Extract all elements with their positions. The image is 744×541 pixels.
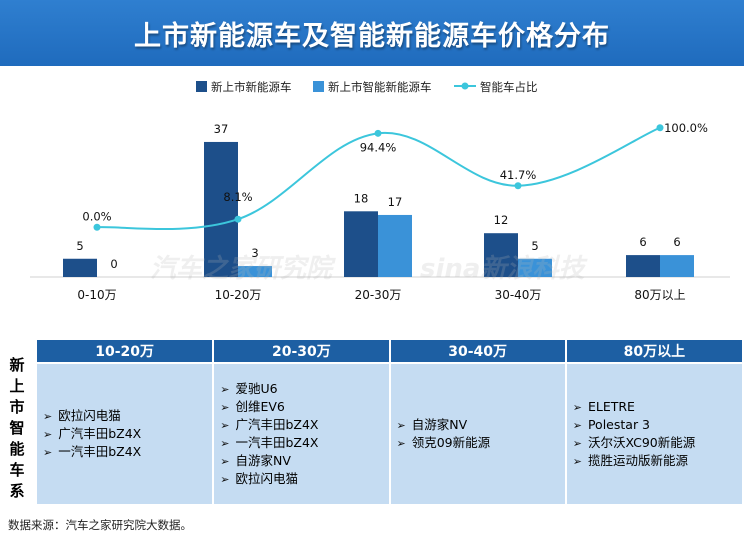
- table-cell: 欧拉闪电猫 广汽丰田bZ4X 一汽丰田bZ4X: [37, 362, 215, 504]
- x-tick-label: 30-40万: [495, 288, 542, 302]
- share-label: 94.4%: [360, 140, 397, 154]
- table-header: 80万以上: [565, 340, 742, 363]
- side-label: 新 上 市 智 能 车 系: [4, 352, 30, 504]
- bar: [378, 214, 412, 277]
- table-cell: 自游家NV 领克09新能源: [389, 362, 567, 504]
- bar-value-label: 0: [110, 257, 117, 271]
- side-char: 系: [9, 481, 25, 500]
- title-banner: 上市新能源车及智能新能源车价格分布: [0, 0, 744, 66]
- table-header: 30-40万: [389, 340, 567, 363]
- x-tick-label: 10-20万: [215, 288, 262, 302]
- model-item: 沃尔沃XC90新能源: [573, 434, 742, 452]
- model-item: 爱驰U6: [220, 380, 388, 398]
- bar-value-label: 3: [251, 246, 258, 260]
- legend-swatch: [313, 81, 324, 92]
- legend-label: 智能车占比: [480, 80, 538, 94]
- model-item: ELETRE: [573, 398, 742, 416]
- share-point: [656, 124, 664, 132]
- legend-marker: [461, 82, 469, 90]
- table-cell: ELETRE Polestar 3 沃尔沃XC90新能源 揽胜运动版新能源: [565, 362, 742, 504]
- data-source-note: 数据来源：汽车之家研究院大数据。: [8, 518, 192, 532]
- model-item: 自游家NV: [397, 416, 565, 434]
- model-item: 创维EV6: [220, 398, 388, 416]
- page-title: 上市新能源车及智能新能源车价格分布: [134, 20, 610, 52]
- bar: [518, 258, 552, 277]
- legend-swatch: [196, 81, 207, 92]
- x-tick-label: 80万以上: [634, 288, 685, 302]
- legend-label: 新上市智能新能源车: [328, 80, 432, 94]
- table-header: 10-20万: [37, 340, 215, 363]
- table-cell: 爱驰U6 创维EV6 广汽丰田bZ4X 一汽丰田bZ4X 自游家NV 欧拉闪电猫: [213, 362, 391, 504]
- side-char: 新: [9, 355, 25, 374]
- model-item: 广汽丰田bZ4X: [220, 416, 388, 434]
- side-char: 车: [9, 460, 25, 479]
- side-char: 市: [9, 397, 25, 416]
- table-header: 20-30万: [213, 340, 391, 363]
- bar-value-label: 37: [214, 122, 229, 136]
- x-tick-label: 20-30万: [355, 288, 402, 302]
- bar: [204, 141, 238, 277]
- model-item: 一汽丰田bZ4X: [220, 434, 388, 452]
- bar: [484, 233, 518, 277]
- bar-value-label: 12: [494, 213, 509, 227]
- bar: [344, 211, 378, 277]
- model-item: 自游家NV: [220, 452, 388, 470]
- share-point: [234, 215, 242, 223]
- x-tick-label: 0-10万: [77, 288, 116, 302]
- model-item: 一汽丰田bZ4X: [43, 443, 212, 461]
- share-point: [374, 129, 382, 137]
- model-item: 揽胜运动版新能源: [573, 452, 742, 470]
- model-item: 欧拉闪电猫: [43, 407, 212, 425]
- side-char: 上: [9, 376, 25, 395]
- model-list: ELETRE Polestar 3 沃尔沃XC90新能源 揽胜运动版新能源: [573, 398, 742, 470]
- bar: [660, 255, 694, 277]
- model-table: 10-20万 20-30万 30-40万 80万以上 欧拉闪电猫 广汽丰田bZ4…: [37, 340, 742, 504]
- bar: [626, 255, 660, 277]
- model-list: 爱驰U6 创维EV6 广汽丰田bZ4X 一汽丰田bZ4X 自游家NV 欧拉闪电猫: [220, 380, 388, 488]
- model-item: 欧拉闪电猫: [220, 470, 388, 488]
- model-list: 自游家NV 领克09新能源: [397, 416, 565, 452]
- bar-value-label: 6: [639, 235, 646, 249]
- bar: [238, 266, 272, 277]
- legend-label: 新上市新能源车: [211, 80, 292, 94]
- model-list: 欧拉闪电猫 广汽丰田bZ4X 一汽丰田bZ4X: [43, 407, 212, 461]
- bar-value-label: 5: [531, 239, 538, 253]
- bar-value-label: 17: [388, 195, 403, 209]
- share-label: 8.1%: [223, 190, 252, 204]
- share-point: [93, 223, 101, 231]
- share-point: [514, 182, 522, 190]
- bar-value-label: 5: [76, 239, 83, 253]
- side-char: 能: [9, 439, 25, 458]
- share-label: 41.7%: [500, 168, 537, 182]
- model-item: 广汽丰田bZ4X: [43, 425, 212, 443]
- side-char: 智: [9, 418, 25, 437]
- bar-value-label: 18: [354, 191, 369, 205]
- price-distribution-chart: 新上市新能源车 新上市智能新能源车 智能车占比 5 0 0-10万 37 3 10-20万 18 1…: [30, 80, 730, 302]
- bar-value-label: 6: [673, 235, 680, 249]
- share-label: 100.0%: [664, 121, 708, 135]
- model-item: Polestar 3: [573, 416, 742, 434]
- bar: [63, 258, 97, 277]
- model-item: 领克09新能源: [397, 434, 565, 452]
- share-label: 0.0%: [82, 209, 111, 223]
